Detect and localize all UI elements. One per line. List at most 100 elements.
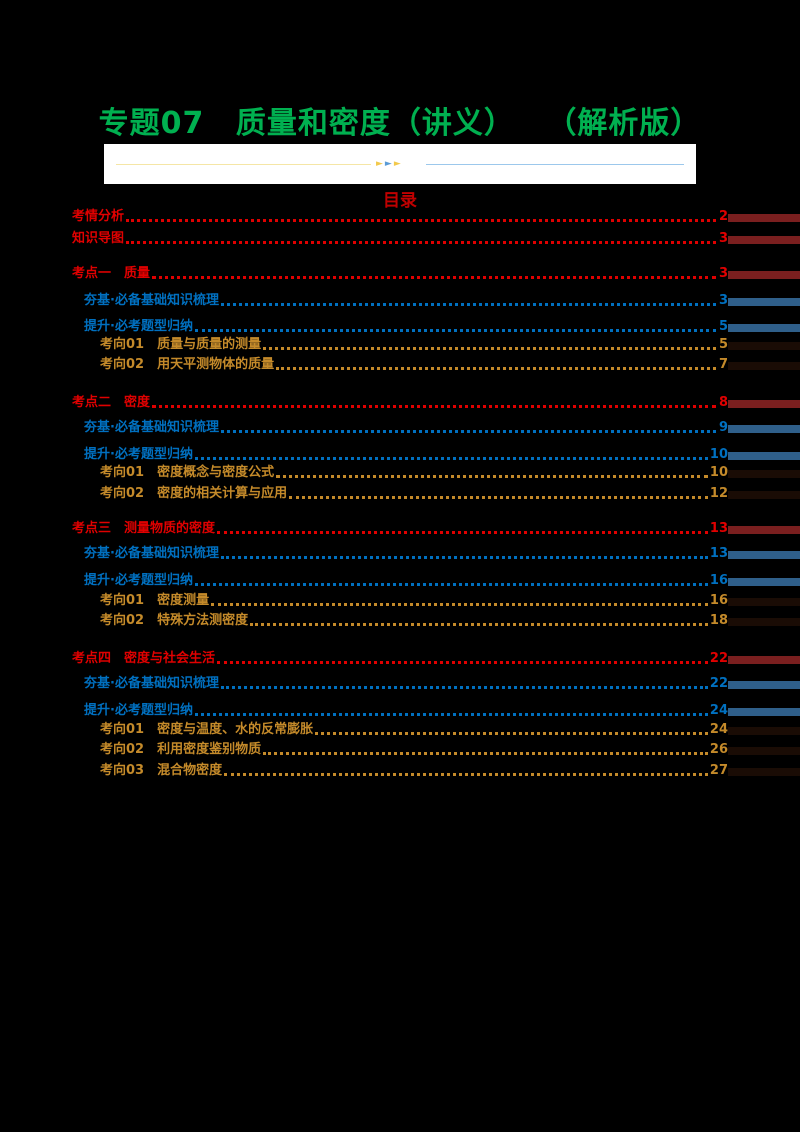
toc-entry-label: 考向01 密度概念与密度公式 — [100, 465, 275, 480]
toc-entry[interactable]: 考点三 测量物质的密度 13 — [72, 520, 800, 538]
toc-entry[interactable]: 考向03 混合物密度 27 — [100, 762, 800, 780]
toc-entry-page: 10 — [709, 447, 728, 462]
toc-entry-page: 7 — [718, 357, 728, 372]
dot-leader — [126, 219, 716, 222]
toc-entry-page: 5 — [718, 319, 728, 334]
toc-entry-label: 提升·必考题型归纳 — [84, 447, 193, 462]
toc-entry-label: 考向02 密度的相关计算与应用 — [100, 486, 288, 501]
toc-entry[interactable]: 考情分析 2 — [72, 208, 800, 226]
row-tail-bar — [728, 578, 800, 586]
dot-leader — [194, 713, 708, 716]
toc-entry-label: 考点一 质量 — [72, 266, 151, 281]
toc-entry-label: 考向01 密度测量 — [100, 593, 210, 608]
toc-entry[interactable]: 提升·必考题型归纳 16 — [84, 572, 800, 590]
toc-entry[interactable]: 提升·必考题型归纳 10 — [84, 446, 800, 464]
row-tail-bar — [728, 768, 800, 776]
row-tail-bar — [728, 342, 800, 350]
dot-leader — [220, 430, 716, 433]
dot-leader — [217, 531, 708, 534]
dot-leader — [194, 583, 708, 586]
toc-entry-page: 10 — [709, 465, 728, 480]
row-tail-bar — [728, 362, 800, 370]
dot-leader — [152, 405, 716, 408]
toc-entry[interactable]: 考向01 密度与温度、水的反常膨胀 24 — [100, 721, 800, 739]
toc-entry-page: 8 — [718, 395, 728, 410]
arrow-ornament-icon: ►►► — [376, 159, 403, 169]
dot-leader — [224, 773, 708, 776]
toc-entry[interactable]: 知识导图 3 — [72, 230, 800, 248]
row-tail-bar — [728, 598, 800, 606]
row-tail-bar — [728, 236, 800, 244]
toc-entry-page: 5 — [718, 337, 728, 352]
dot-leader — [152, 276, 716, 279]
dot-leader — [289, 496, 708, 499]
toc-entry-page: 12 — [709, 486, 728, 501]
toc-entry[interactable]: 考向02 密度的相关计算与应用 12 — [100, 485, 800, 503]
dot-leader — [220, 303, 716, 306]
toc-entry[interactable]: 考向01 密度概念与密度公式 10 — [100, 464, 800, 482]
row-tail-bar — [728, 656, 800, 664]
dot-leader — [276, 367, 716, 370]
toc-entry-label: 考向03 混合物密度 — [100, 763, 223, 778]
toc-entry-label: 夯基·必备基础知识梳理 — [84, 546, 219, 561]
dot-leader — [211, 603, 708, 606]
row-tail-bar — [728, 271, 800, 279]
toc-entry-label: 夯基·必备基础知识梳理 — [84, 293, 219, 308]
row-tail-bar — [728, 708, 800, 716]
row-tail-bar — [728, 551, 800, 559]
toc-entry-label: 提升·必考题型归纳 — [84, 573, 193, 588]
toc-entry-page: 3 — [718, 231, 728, 246]
row-tail-bar — [728, 727, 800, 735]
divider-line-left — [116, 164, 371, 165]
toc-entry-page: 16 — [709, 573, 728, 588]
toc-entry-label: 提升·必考题型归纳 — [84, 703, 193, 718]
toc-entry[interactable]: 考点四 密度与社会生活 22 — [72, 650, 800, 668]
title-divider-banner: ►►► — [104, 144, 696, 184]
toc-entry-page: 27 — [709, 763, 728, 778]
toc-entry-page: 13 — [709, 521, 728, 536]
toc-entry[interactable]: 考向02 利用密度鉴别物质 26 — [100, 741, 800, 759]
toc-entry-label: 考向02 利用密度鉴别物质 — [100, 742, 262, 757]
row-tail-bar — [728, 470, 800, 478]
divider-line-right — [426, 164, 684, 165]
toc-entry[interactable]: 提升·必考题型归纳 5 — [84, 318, 800, 336]
dot-leader — [194, 457, 708, 460]
row-tail-bar — [728, 526, 800, 534]
toc-entry-page: 18 — [709, 613, 728, 628]
toc-entry-page: 16 — [709, 593, 728, 608]
title-topic-number: 专题07 — [98, 106, 205, 141]
dot-leader — [126, 241, 716, 244]
toc-entry-label: 考向02 用天平测物体的质量 — [100, 357, 275, 372]
toc-entry-page: 26 — [709, 742, 728, 757]
toc-entry[interactable]: 考向01 密度测量 16 — [100, 592, 800, 610]
toc-entry-page: 24 — [709, 722, 728, 737]
toc-entry-page: 22 — [709, 676, 728, 691]
row-tail-bar — [728, 452, 800, 460]
toc-entry[interactable]: 夯基·必备基础知识梳理 3 — [84, 292, 800, 310]
toc-entry-page: 9 — [718, 420, 728, 435]
toc-entry[interactable]: 考点二 密度 8 — [72, 394, 800, 412]
toc-entry[interactable]: 夯基·必备基础知识梳理 22 — [84, 675, 800, 693]
dot-leader — [250, 623, 708, 626]
toc-entry-page: 13 — [709, 546, 728, 561]
toc-entry[interactable]: 夯基·必备基础知识梳理 13 — [84, 545, 800, 563]
title-topic-name: 质量和密度（讲义） — [235, 106, 515, 141]
dot-leader — [315, 732, 708, 735]
toc-entry[interactable]: 提升·必考题型归纳 24 — [84, 702, 800, 720]
toc-entry-page: 24 — [709, 703, 728, 718]
row-tail-bar — [728, 618, 800, 626]
toc-entry[interactable]: 夯基·必备基础知识梳理 9 — [84, 419, 800, 437]
dot-leader — [217, 661, 708, 664]
toc-entry-page: 3 — [718, 293, 728, 308]
toc-entry-label: 知识导图 — [72, 231, 125, 246]
toc-entry[interactable]: 考向02 用天平测物体的质量 7 — [100, 356, 800, 374]
toc-entry[interactable]: 考向02 特殊方法测密度 18 — [100, 612, 800, 630]
toc-entry-page: 3 — [718, 266, 728, 281]
row-tail-bar — [728, 491, 800, 499]
title-edition: （解析版） — [546, 106, 702, 141]
row-tail-bar — [728, 425, 800, 433]
toc-entry[interactable]: 考向01 质量与质量的测量 5 — [100, 336, 800, 354]
toc-entry[interactable]: 考点一 质量 3 — [72, 265, 800, 283]
dot-leader — [276, 475, 708, 478]
toc-entry-page: 22 — [709, 651, 728, 666]
